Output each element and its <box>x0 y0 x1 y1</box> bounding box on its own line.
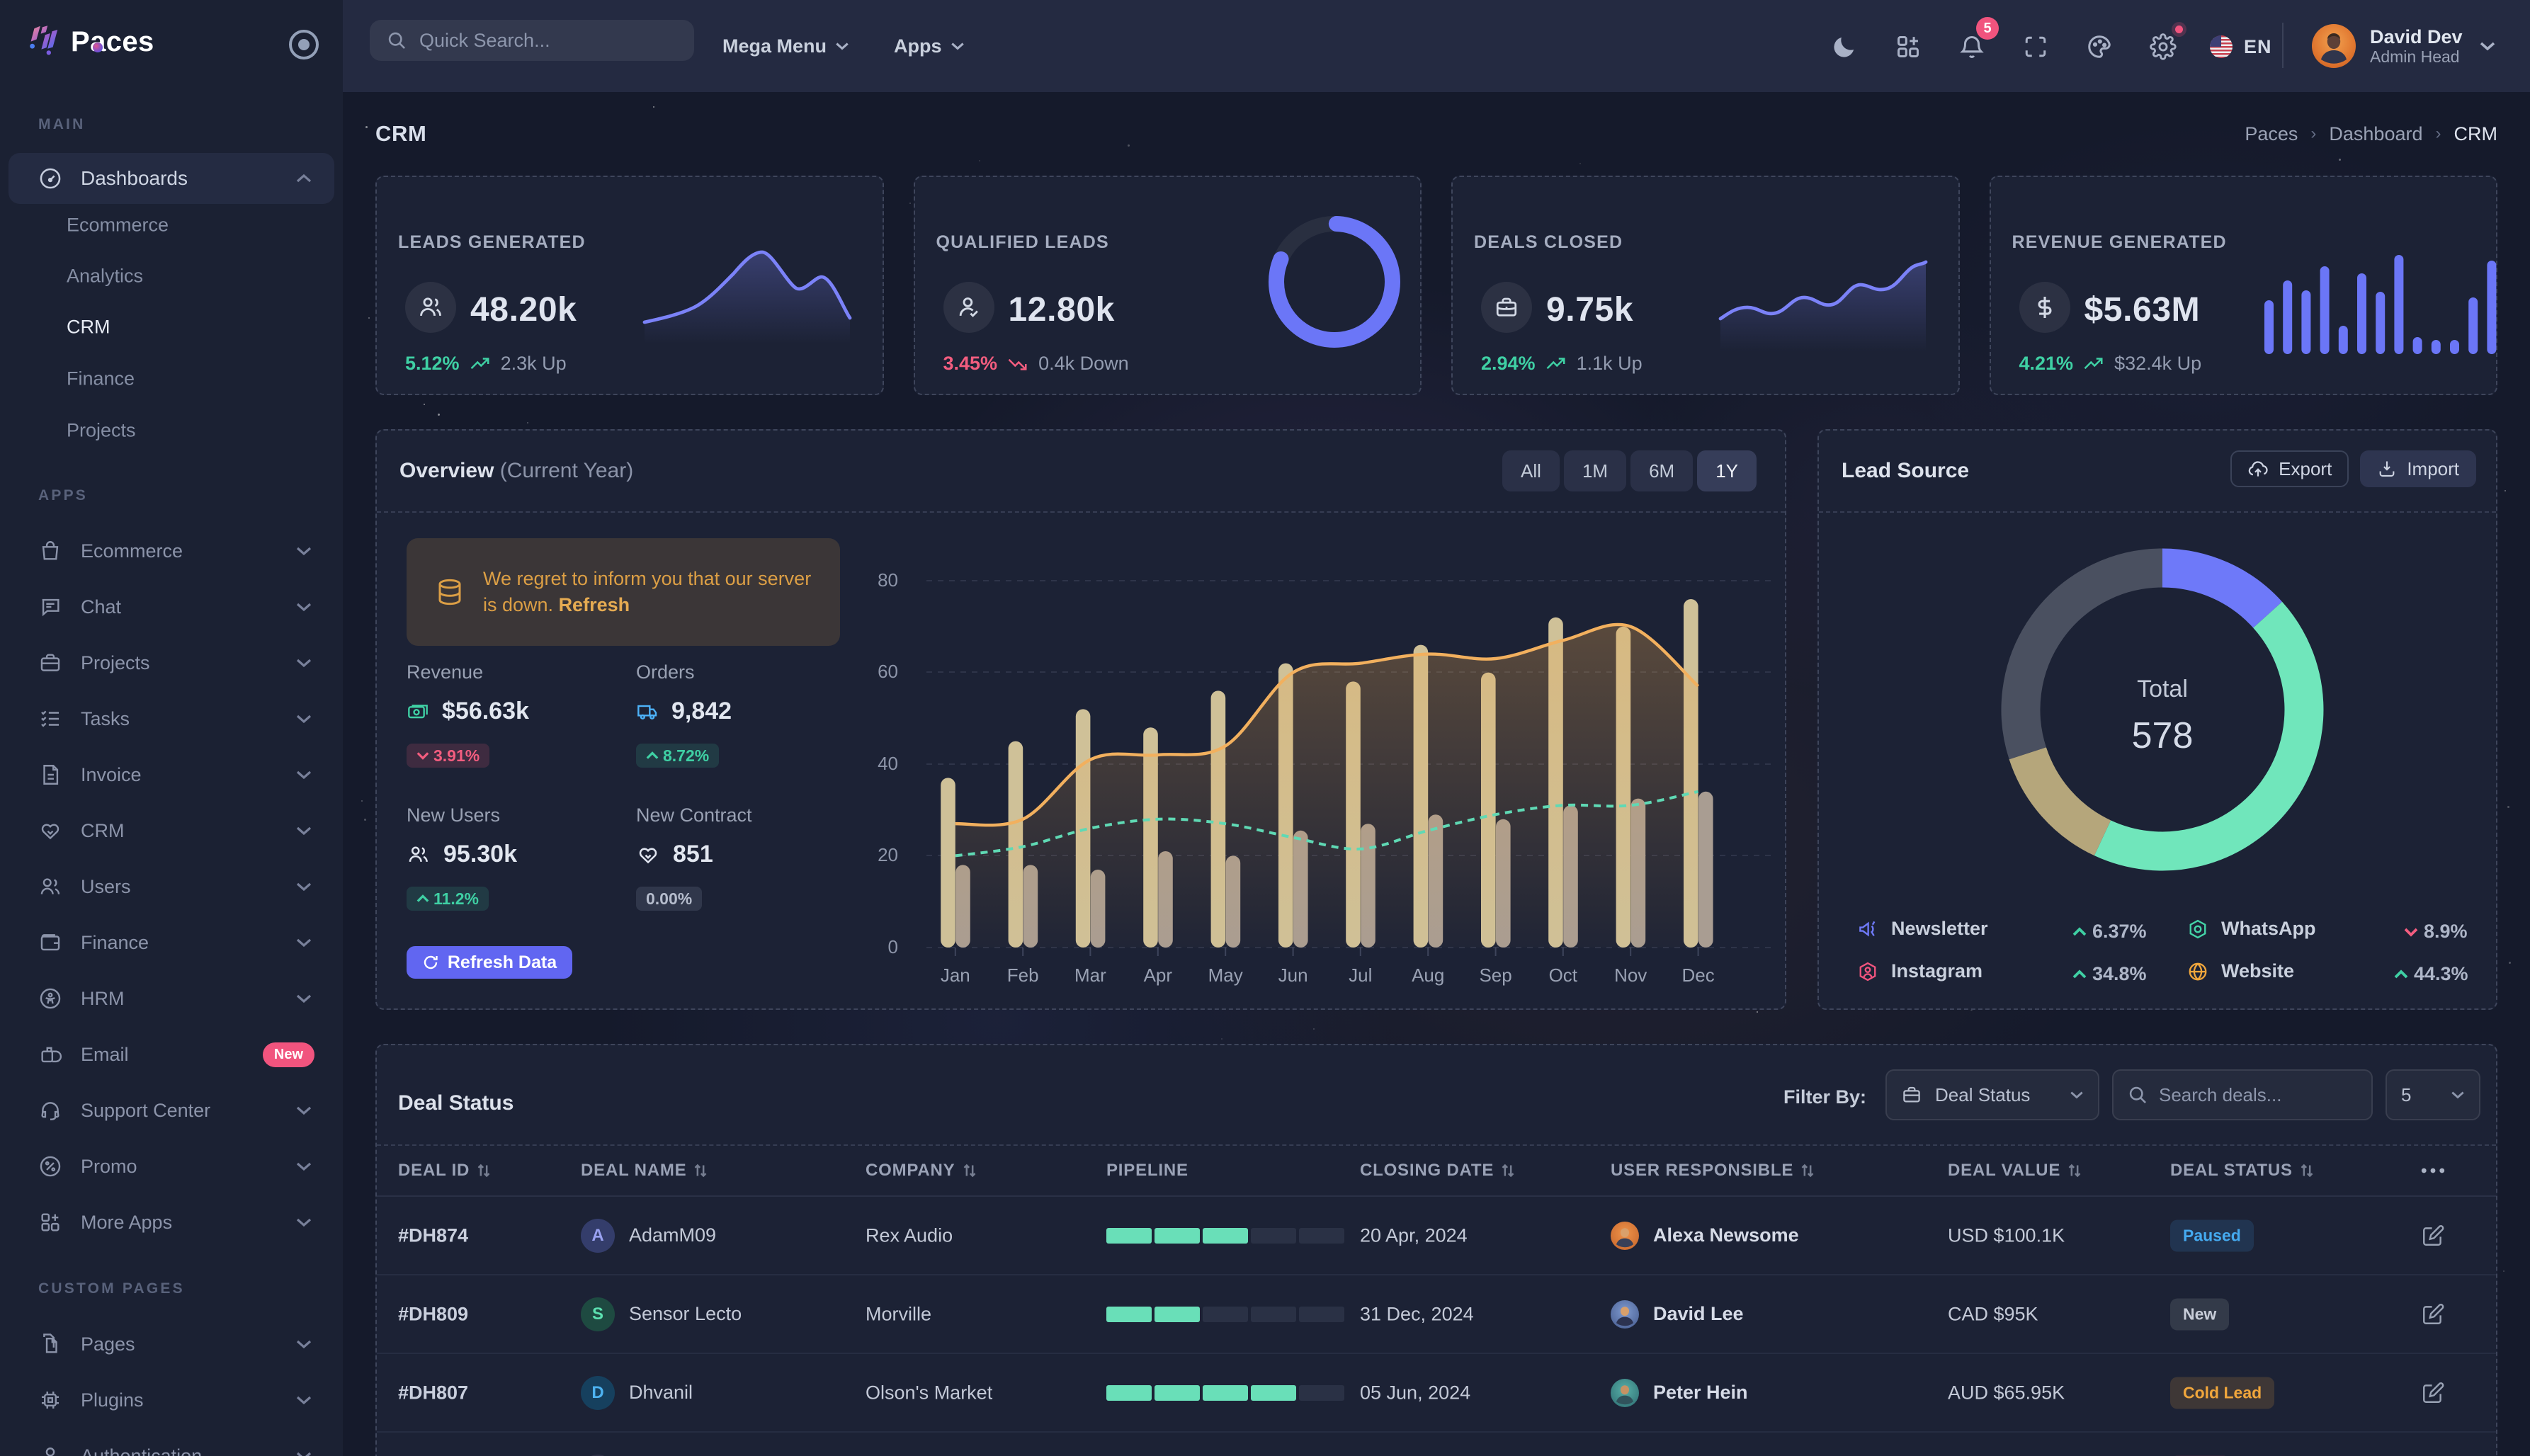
svg-text:Jul: Jul <box>1349 965 1372 986</box>
svg-text:80: 80 <box>878 569 898 591</box>
svg-text:Oct: Oct <box>1549 965 1578 986</box>
svg-text:578: 578 <box>2132 715 2194 756</box>
svg-text:Jan: Jan <box>941 965 970 986</box>
svg-text:Apr: Apr <box>1144 965 1173 986</box>
svg-text:Mar: Mar <box>1074 965 1106 986</box>
svg-text:40: 40 <box>878 753 898 774</box>
svg-text:60: 60 <box>878 661 898 682</box>
svg-text:0: 0 <box>888 936 898 957</box>
svg-text:20: 20 <box>878 844 898 865</box>
svg-text:Sep: Sep <box>1479 965 1511 986</box>
svg-text:Dec: Dec <box>1681 965 1714 986</box>
svg-text:Total: Total <box>2137 676 2188 703</box>
svg-text:May: May <box>1208 965 1243 986</box>
svg-text:Feb: Feb <box>1007 965 1039 986</box>
svg-text:Jun: Jun <box>1278 965 1308 986</box>
svg-text:Nov: Nov <box>1614 965 1647 986</box>
svg-text:Aug: Aug <box>1412 965 1444 986</box>
